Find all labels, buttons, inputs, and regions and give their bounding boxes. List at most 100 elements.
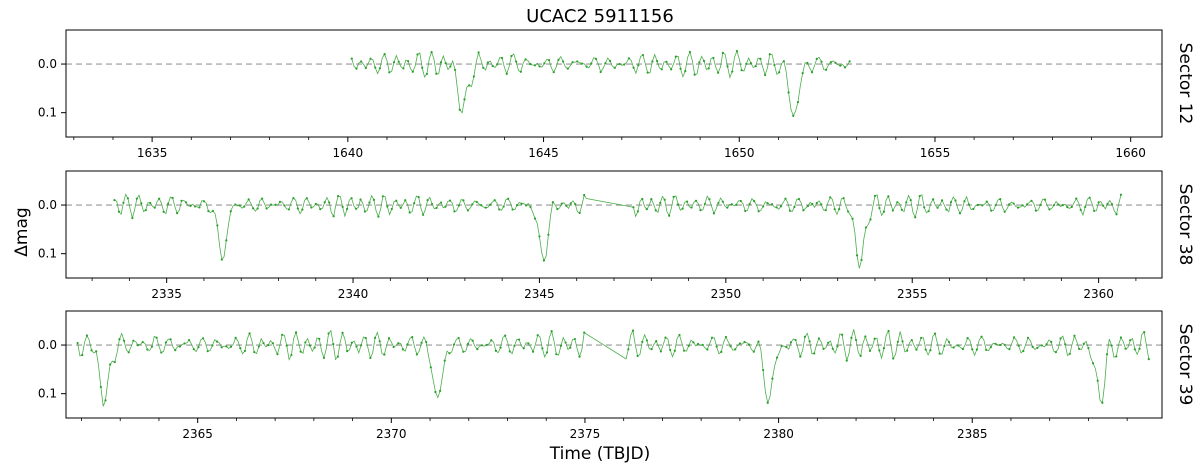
data-point xyxy=(842,197,845,200)
sector-label: Sector 38 xyxy=(1175,184,1195,266)
data-point xyxy=(373,336,377,339)
data-point xyxy=(717,71,720,74)
data-point xyxy=(699,209,702,212)
data-point xyxy=(613,66,616,69)
data-point xyxy=(810,71,814,74)
data-point xyxy=(1084,205,1087,208)
data-point xyxy=(891,209,894,212)
data-point xyxy=(820,60,823,63)
data-point xyxy=(175,212,179,215)
data-point xyxy=(574,203,577,206)
data-point xyxy=(472,75,475,78)
data-point xyxy=(543,62,546,65)
data-point xyxy=(126,197,129,200)
x-tick-label: 2340 xyxy=(338,287,369,301)
data-point xyxy=(225,239,228,242)
data-point xyxy=(766,401,769,404)
data-point xyxy=(421,66,424,69)
data-point xyxy=(696,342,700,346)
data-point xyxy=(550,330,553,333)
data-point xyxy=(381,195,384,198)
data-point xyxy=(164,341,168,344)
data-point xyxy=(766,202,769,205)
x-tick-label: 2350 xyxy=(711,287,742,301)
data-point xyxy=(1039,203,1042,206)
data-point xyxy=(873,194,877,198)
data-point xyxy=(109,363,112,366)
data-point xyxy=(243,349,247,353)
data-point xyxy=(484,206,487,209)
data-point xyxy=(486,61,490,64)
y-tick-label: 0.0 xyxy=(38,198,57,212)
data-point xyxy=(1050,340,1053,343)
data-point xyxy=(378,67,382,70)
data-point xyxy=(585,65,588,68)
data-point xyxy=(779,205,783,208)
data-point xyxy=(847,210,850,213)
data-point xyxy=(878,206,881,210)
data-point xyxy=(670,68,673,71)
data-point xyxy=(1075,197,1078,200)
data-point xyxy=(167,202,170,205)
data-point xyxy=(386,205,389,208)
data-point xyxy=(1088,196,1091,199)
data-point xyxy=(1110,344,1113,347)
data-point xyxy=(150,345,154,348)
data-point xyxy=(1097,201,1100,204)
data-point xyxy=(975,348,978,351)
data-point xyxy=(631,329,635,332)
data-point xyxy=(475,200,478,204)
data-point xyxy=(778,71,781,74)
data-point xyxy=(158,197,161,200)
data-point xyxy=(868,349,872,352)
data-point xyxy=(802,209,805,212)
data-point xyxy=(762,368,765,372)
data-point xyxy=(961,347,965,351)
data-point xyxy=(278,200,282,203)
data-point xyxy=(636,354,639,358)
data-point xyxy=(136,344,140,347)
data-point xyxy=(943,344,946,348)
x-tick-label: 2335 xyxy=(151,287,182,301)
data-point xyxy=(583,193,586,197)
data-point xyxy=(963,200,966,203)
data-point xyxy=(480,344,484,347)
data-point xyxy=(397,60,400,63)
data-point xyxy=(1119,193,1123,196)
data-point xyxy=(677,203,680,206)
data-point xyxy=(641,197,644,201)
data-point xyxy=(673,349,676,352)
data-point xyxy=(763,73,767,77)
data-point xyxy=(238,204,241,207)
data-point xyxy=(413,202,416,205)
data-point xyxy=(314,202,317,206)
data-point xyxy=(364,66,367,70)
data-point xyxy=(1059,337,1062,340)
data-point xyxy=(773,63,776,67)
data-point xyxy=(815,57,818,60)
data-point xyxy=(668,214,671,217)
data-point xyxy=(122,201,125,204)
data-point xyxy=(759,57,762,60)
data-point xyxy=(171,196,174,200)
data-point xyxy=(757,210,760,213)
data-point xyxy=(905,201,908,204)
data-point xyxy=(453,210,456,213)
data-point xyxy=(1115,355,1118,358)
data-point xyxy=(122,339,126,343)
data-point xyxy=(887,329,890,333)
data-point xyxy=(392,345,395,349)
data-point xyxy=(192,348,195,351)
data-point xyxy=(426,199,429,202)
data-point xyxy=(753,200,756,203)
data-point xyxy=(1040,344,1044,347)
data-point xyxy=(839,64,842,67)
x-tick-label: 2385 xyxy=(957,427,988,441)
data-point xyxy=(792,114,795,117)
data-point xyxy=(85,334,89,337)
data-point xyxy=(188,338,191,342)
data-point xyxy=(422,213,425,216)
data-point xyxy=(836,345,839,348)
data-point xyxy=(341,331,344,334)
data-point xyxy=(892,357,895,360)
